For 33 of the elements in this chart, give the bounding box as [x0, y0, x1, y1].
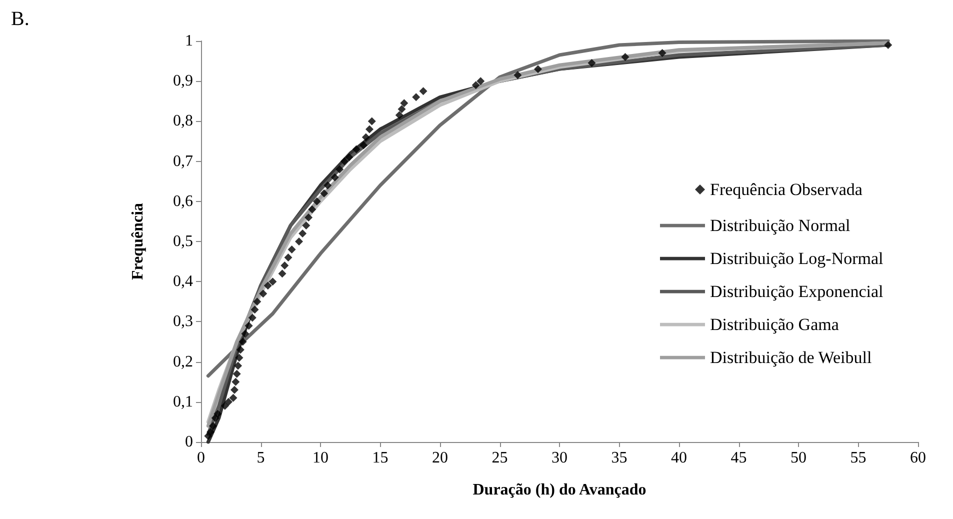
x-tick-label: 20	[432, 450, 448, 466]
legend-label: Distribuição Log-Normal	[710, 249, 884, 268]
x-tick-label: 15	[372, 450, 388, 466]
y-tick-label: 0	[185, 434, 193, 450]
legend-label: Distribuição de Weibull	[710, 348, 872, 367]
y-tick-label: 0,6	[173, 192, 193, 210]
y-tick-label: 1	[185, 32, 193, 50]
legend-label: Frequência Observada	[710, 180, 863, 199]
x-tick-label: 55	[850, 450, 866, 466]
y-tick-label: 0,3	[173, 313, 193, 330]
y-tick-label: 0,5	[173, 233, 193, 250]
legend-label: Distribuição Exponencial	[710, 282, 884, 301]
x-tick-label: 45	[730, 450, 747, 466]
y-tick-label: 0,8	[173, 112, 193, 130]
y-tick-label: 0,4	[173, 273, 193, 290]
x-axis-title: Duração (h) do Avançado	[472, 482, 646, 498]
y-tick-label: 0,2	[173, 353, 193, 370]
y-tick-label: 0,7	[173, 152, 193, 170]
y-axis-title: Frequência	[130, 202, 146, 280]
x-tick-label: 0	[197, 450, 205, 466]
x-tick-label: 10	[312, 450, 328, 466]
legend-label: Distribuição Gama	[710, 315, 840, 334]
x-tick-label: 5	[256, 450, 265, 466]
x-tick-label: 30	[552, 450, 568, 466]
x-tick-label: 60	[910, 450, 926, 466]
y-tick-label: 0,1	[173, 393, 193, 410]
legend-label: Distribuição Normal	[710, 216, 850, 235]
x-tick-label: 35	[611, 450, 628, 466]
text: B.	[11, 8, 30, 30]
x-tick-label: 40	[671, 450, 687, 466]
x-tick-label: 50	[790, 450, 806, 466]
y-tick-label: 0,9	[173, 72, 193, 90]
x-tick-label: 25	[492, 450, 508, 466]
